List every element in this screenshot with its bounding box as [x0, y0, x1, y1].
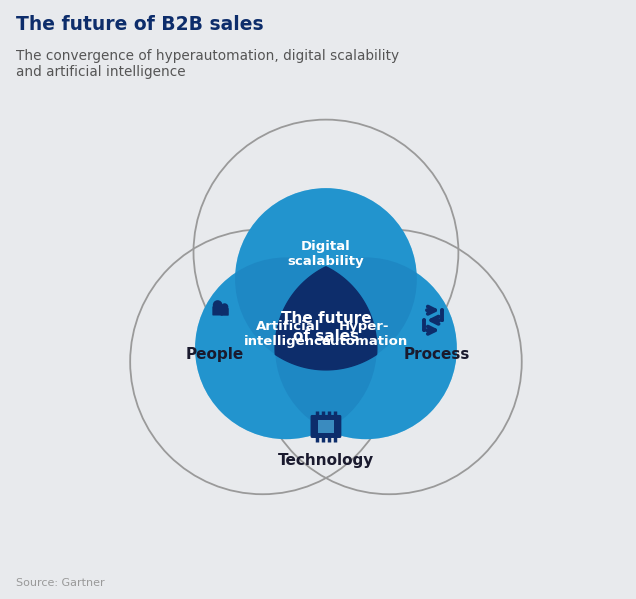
Text: The future
of sales: The future of sales: [280, 311, 371, 344]
Circle shape: [221, 303, 228, 311]
Text: Process: Process: [404, 347, 470, 362]
Text: Technology: Technology: [278, 453, 374, 468]
Text: Source: Gartner: Source: Gartner: [16, 578, 104, 588]
Circle shape: [235, 188, 417, 370]
Text: Artificial
intelligence: Artificial intelligence: [244, 320, 332, 348]
Polygon shape: [275, 267, 377, 370]
Circle shape: [440, 308, 444, 312]
Circle shape: [422, 319, 426, 322]
Bar: [317, 420, 335, 432]
Text: The future of B2B sales: The future of B2B sales: [16, 15, 263, 34]
Circle shape: [440, 319, 444, 322]
Text: People: People: [186, 347, 244, 362]
Text: Hyper-
automation: Hyper- automation: [321, 320, 407, 348]
Circle shape: [275, 258, 457, 439]
Circle shape: [213, 300, 223, 310]
Circle shape: [235, 188, 417, 370]
Text: The convergence of hyperautomation, digital scalability
and artificial intellige: The convergence of hyperautomation, digi…: [16, 49, 399, 79]
Circle shape: [195, 258, 377, 439]
Circle shape: [275, 258, 457, 439]
Circle shape: [195, 258, 377, 439]
FancyBboxPatch shape: [310, 415, 342, 438]
FancyBboxPatch shape: [212, 306, 223, 316]
Circle shape: [422, 328, 426, 332]
Text: Digital
scalability: Digital scalability: [287, 240, 364, 268]
FancyBboxPatch shape: [221, 308, 229, 316]
